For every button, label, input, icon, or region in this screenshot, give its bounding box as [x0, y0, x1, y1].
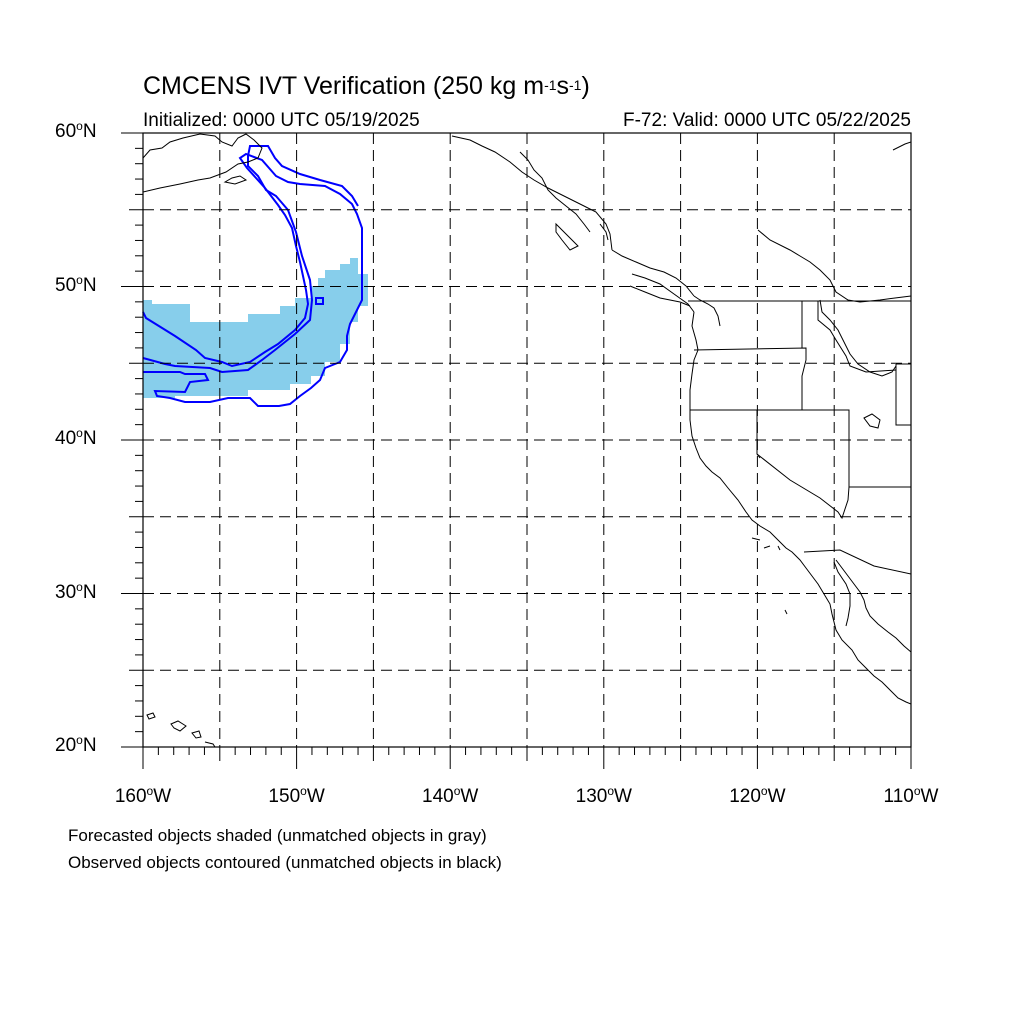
valid-time-label: F-72: Valid: 0000 UTC 05/22/2025: [623, 110, 911, 131]
observed-object-contour: [142, 152, 363, 407]
lon-label: 150oW: [268, 784, 325, 807]
lat-label: 40oN: [55, 426, 97, 449]
lon-label: 110oW: [883, 784, 939, 807]
lat-label: 20oN: [55, 733, 97, 756]
graticule: [143, 133, 911, 747]
forecast-legend-note: Forecasted objects shaded (unmatched obj…: [68, 826, 487, 845]
political-borders: [688, 300, 911, 575]
forecast-object-shade: [143, 258, 368, 398]
lat-label: 50oN: [55, 272, 97, 296]
axis-ticks: [121, 132, 912, 769]
lon-label: 120oW: [729, 784, 786, 807]
map-title: CMCENS IVT Verification (250 kg m-1s-1): [143, 72, 590, 100]
observed-legend-note: Observed objects contoured (unmatched ob…: [68, 853, 502, 872]
lon-label: 160oW: [114, 784, 172, 807]
init-time-label: Initialized: 0000 UTC 05/19/2025: [143, 110, 420, 131]
lat-label: 30oN: [55, 579, 97, 603]
observed-object-small: [315, 297, 324, 305]
lon-label: 130oW: [575, 784, 632, 807]
map-frame: [142, 132, 912, 748]
lat-label: 60oN: [55, 119, 97, 142]
lon-label: 140oW: [422, 784, 479, 807]
